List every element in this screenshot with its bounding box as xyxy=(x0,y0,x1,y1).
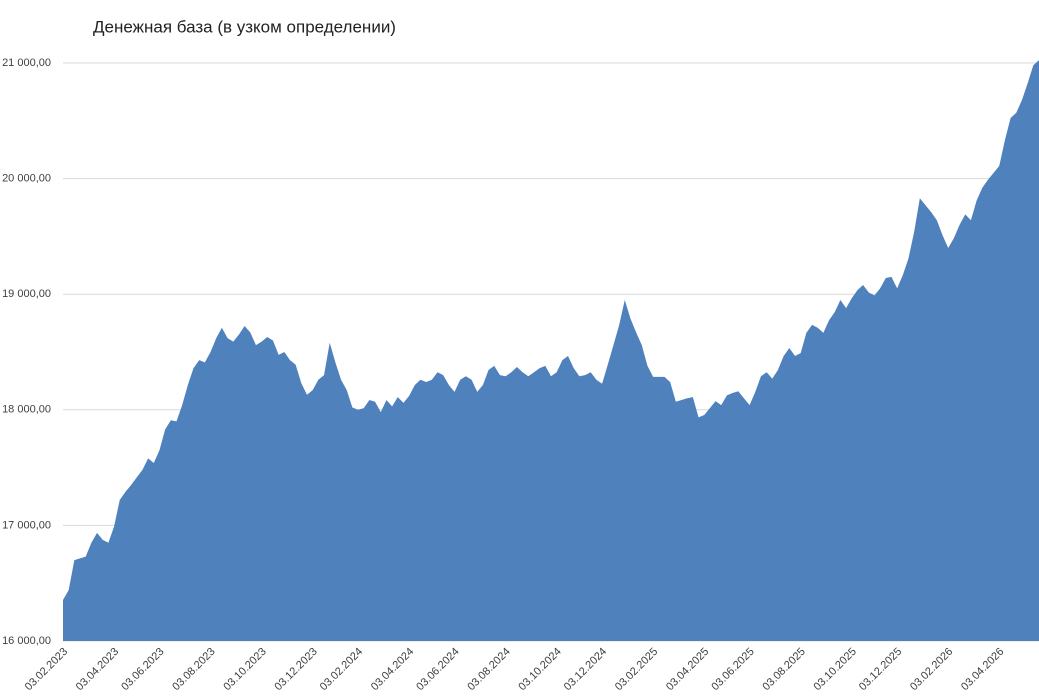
x-tick-label: 03.02.2023 xyxy=(23,646,70,693)
x-tick-label: 03.02.2024 xyxy=(318,646,365,693)
x-tick-label: 03.10.2023 xyxy=(221,646,268,693)
y-tick-label: 16 000,00 xyxy=(2,635,51,647)
x-tick-label: 03.06.2025 xyxy=(709,646,756,693)
x-tick-label: 03.02.2025 xyxy=(613,646,660,693)
y-tick-label: 18 000,00 xyxy=(2,404,51,416)
x-tick-label: 03.06.2024 xyxy=(414,646,461,693)
x-tick-label: 03.04.2025 xyxy=(664,646,711,693)
y-tick-label: 17 000,00 xyxy=(2,519,51,531)
x-tick-label: 03.06.2023 xyxy=(119,646,166,693)
x-tick-label: 03.08.2025 xyxy=(760,646,807,693)
area xyxy=(63,60,1039,642)
x-tick-label: 03.08.2024 xyxy=(465,646,512,693)
x-tick-label: 03.10.2025 xyxy=(812,646,859,693)
x-tick-label: 03.04.2026 xyxy=(959,646,1006,693)
x-tick-label: 03.12.2023 xyxy=(272,646,319,693)
x-tick-label: 03.10.2024 xyxy=(516,646,563,693)
x-tick-label: 03.04.2024 xyxy=(369,646,416,693)
y-tick-label: 19 000,00 xyxy=(2,288,51,300)
x-tick-label: 03.12.2024 xyxy=(562,646,609,693)
x-tick-label: 03.04.2023 xyxy=(74,646,121,693)
y-tick-label: 21 000,00 xyxy=(2,57,51,69)
x-tick-label: 03.08.2023 xyxy=(170,646,217,693)
x-tick-label: 03.02.2026 xyxy=(908,646,955,693)
y-tick-label: 20 000,00 xyxy=(2,173,51,185)
x-tick-label: 03.12.2025 xyxy=(857,646,904,693)
chart-title: Денежная база (в узком определении) xyxy=(93,17,396,36)
